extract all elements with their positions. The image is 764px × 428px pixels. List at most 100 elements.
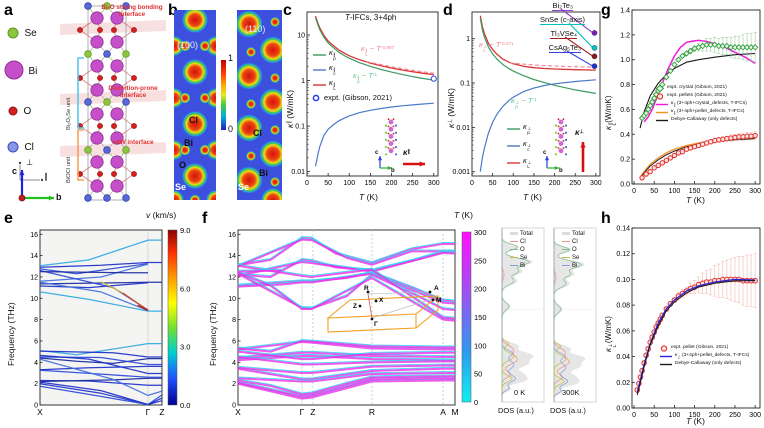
b-colorbar [221,60,226,130]
svg-text:1: 1 [466,36,470,43]
h-legend-debye: Debye-Callaway (only defects) [660,360,749,368]
svg-text:50: 50 [650,188,658,195]
svg-text:200: 200 [549,180,561,187]
svg-text:0.14: 0.14 [616,226,630,233]
svg-text:100: 100 [474,341,487,350]
svg-text:14: 14 [30,253,38,260]
svg-text:250: 250 [729,188,741,195]
d-legend-kp: κ ⊥ p [507,122,531,135]
b2-atom-se: Se [238,182,250,192]
g-legend-crystal: expt. crystal (Gibson, 2021) [656,84,747,92]
svg-text:10: 10 [297,32,305,39]
dos1-legend: Total Cl O Se Bi [510,230,533,270]
c-legend-expt: expt. (Gibson, 2021) [311,93,392,102]
dos-300K-chart [553,227,597,403]
svg-text:0: 0 [34,403,38,410]
circle-marker [660,344,668,352]
svg-text:0.1: 0.1 [295,124,305,131]
panel-f-letter: f [202,210,208,227]
svg-text:2: 2 [232,381,236,388]
d-legend-kL: κ ⊥ L [507,156,531,169]
svg-text:3.0: 3.0 [180,343,190,352]
blue-line-swatch [660,355,672,357]
svg-text:150: 150 [365,180,377,187]
svg-text:10: 10 [30,296,38,303]
panel-a: a Se Bi O Cl ⊥ ∥ Bi-O strong bonding int… [0,0,168,206]
svg-text:0.10: 0.10 [616,277,630,284]
svg-text:0.0: 0.0 [180,401,190,410]
svg-text:50: 50 [474,370,482,379]
svg-text:10: 10 [228,296,236,303]
svg-text:1: 1 [301,78,305,85]
svg-text:1.4: 1.4 [620,8,630,15]
b2-atom-bi: Bi [259,168,268,178]
material-tl3vse4: Tl₃VSe₄ [550,29,577,39]
bi-atom-icon [4,60,24,80]
circle-marker [656,92,664,100]
cl-atom-icon [7,141,19,153]
dos-panel-0K: Total Cl O Se Bi 0 K DOS (a.u.) [496,206,546,428]
panel-h-ylabel: κ ⊥ L (W/mK) [604,316,619,352]
svg-text:16: 16 [30,232,38,239]
g-legend-pellets: expt. pellets (Gibson, 2021) [656,92,747,100]
svg-text:1.2: 1.2 [620,32,630,39]
panel-b-letter: b [168,2,178,19]
material-csag5te3: CsAg₅Te₃ [548,43,581,53]
panel-c-ylabel: κ∥ (W/mK) [285,89,295,128]
svg-text:12: 12 [30,274,38,281]
svg-text:300: 300 [590,180,602,187]
svg-text:Γ: Γ [146,407,151,417]
panel-e-ylabel: Frequency (THz) [6,302,16,366]
svg-text:0.00: 0.00 [616,406,630,413]
panel-c-chart: 0 50 100 150 200 250 300 10 1 0.1 0.01 [291,11,440,187]
c-inset-c-axis: c [375,150,379,156]
interface-label-bio: Bi-O strong bonding interface [101,4,163,18]
kp-line-swatch [313,53,326,56]
svg-text:8: 8 [232,317,236,324]
svg-text:R: R [369,407,375,417]
b-colorbar-min: 0 [228,124,234,134]
svg-text:200: 200 [709,188,721,195]
svg-text:0.1: 0.1 [460,81,470,88]
svg-text:0.04: 0.04 [616,354,630,361]
d-legend-kc: κ ⊥ c [507,139,531,152]
dos1-temp-label: 0 K [514,388,526,397]
panel-e-phonon-chart: 0 2 4 6 8 10 12 14 16 X Γ Z 9.0 6.0 3.0 0.0 [30,226,190,417]
d-fit-kp: κ ⊥ p ~ T-1 [511,96,537,110]
svg-text:150: 150 [474,313,487,322]
svg-text:Z: Z [310,407,315,417]
panel-c-letter: c [283,2,292,19]
svg-text:M: M [436,297,441,304]
svg-text:R: R [364,285,369,292]
c-inset-kappa-label: κ∥ [403,148,411,157]
svg-text:0: 0 [632,412,636,419]
dos2-legend: Total Cl O Se Bi [562,230,585,270]
panel-d: d 0 50 100 150 200 250 300 1 0.1 0.01 0.001 κ⊥ (W/… [443,0,603,206]
charge-density-110-drawing [237,10,282,200]
svg-text:16: 16 [228,232,236,239]
atom-legend-cl: Cl [7,140,34,158]
panel-h-letter: h [601,210,611,227]
atom-legend-se: Se [7,26,37,44]
svg-text:6.0: 6.0 [180,284,190,293]
expt-circle-marker [312,94,320,101]
e-colorbar-title: v (km/s) [146,210,177,220]
c-legend-kp: κ ∥ p [313,48,336,61]
svg-text:100: 100 [343,180,355,187]
c-fit-kp: κ ∥ p ~ T-1 [353,71,378,85]
svg-text:0.2: 0.2 [620,157,630,164]
svg-text:X: X [379,297,384,304]
panel-e: e 0 2 4 6 8 10 12 14 16 X Γ Z 9.0 6.0 3.0 0.0 Frequency… [0,206,200,428]
svg-text:2: 2 [34,381,38,388]
svg-text:200: 200 [709,412,721,419]
material-bi2te3: Bi₂Te₃ [552,1,573,11]
svg-text:0.02: 0.02 [616,380,630,387]
c-fit-kL: κ ∥ L ~ T-0.887 [361,44,395,58]
g-legend-debye: Debye-Callaway (only defects) [656,116,747,124]
dos2-xlabel: DOS (a.u.) [550,406,586,415]
kc-line-swatch [313,68,326,71]
svg-text:0.0: 0.0 [620,182,630,189]
svg-text:150: 150 [528,180,540,187]
